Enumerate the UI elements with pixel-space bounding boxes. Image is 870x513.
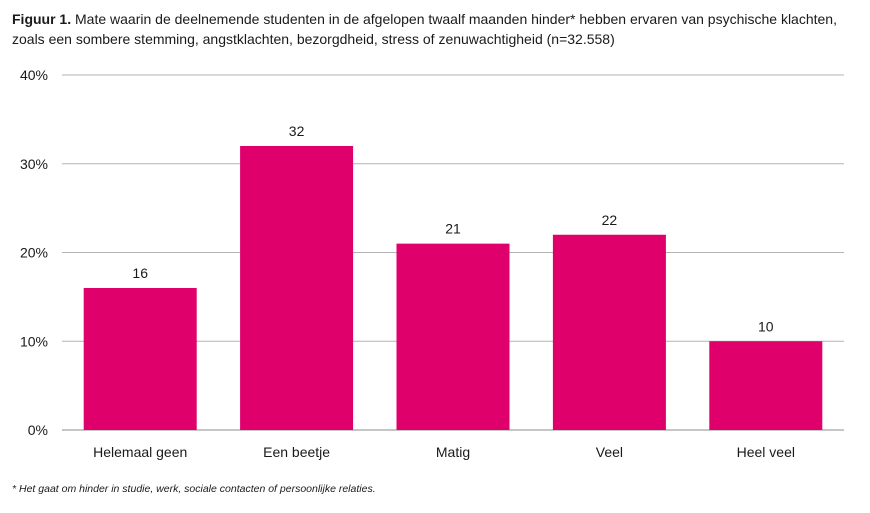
x-tick-label: Matig [436, 444, 470, 460]
x-tick-label: Een beetje [263, 444, 330, 460]
x-tick-label: Veel [596, 444, 623, 460]
figure-title: Figuur 1. Mate waarin de deelnemende stu… [12, 9, 860, 49]
bar [240, 146, 354, 430]
data-label: 16 [132, 265, 148, 281]
y-tick-label: 0% [28, 422, 48, 438]
y-tick-label: 40% [20, 67, 48, 83]
data-label: 32 [289, 123, 305, 139]
bar [396, 243, 510, 430]
figure-title-prefix: Figuur 1. [12, 11, 72, 27]
footnote: * Het gaat om hinder in studie, werk, so… [12, 483, 376, 495]
data-label: 10 [758, 318, 774, 334]
x-tick-label: Helemaal geen [93, 444, 187, 460]
y-tick-label: 10% [20, 333, 48, 349]
y-tick-label: 30% [20, 156, 48, 172]
bar [83, 288, 197, 430]
figure-title-text: Mate waarin de deelnemende studenten in … [12, 11, 837, 47]
data-label: 21 [445, 221, 461, 237]
bar [709, 341, 823, 430]
bar [552, 234, 666, 430]
data-label: 22 [602, 212, 618, 228]
x-tick-label: Heel veel [737, 444, 795, 460]
y-tick-label: 20% [20, 245, 48, 261]
